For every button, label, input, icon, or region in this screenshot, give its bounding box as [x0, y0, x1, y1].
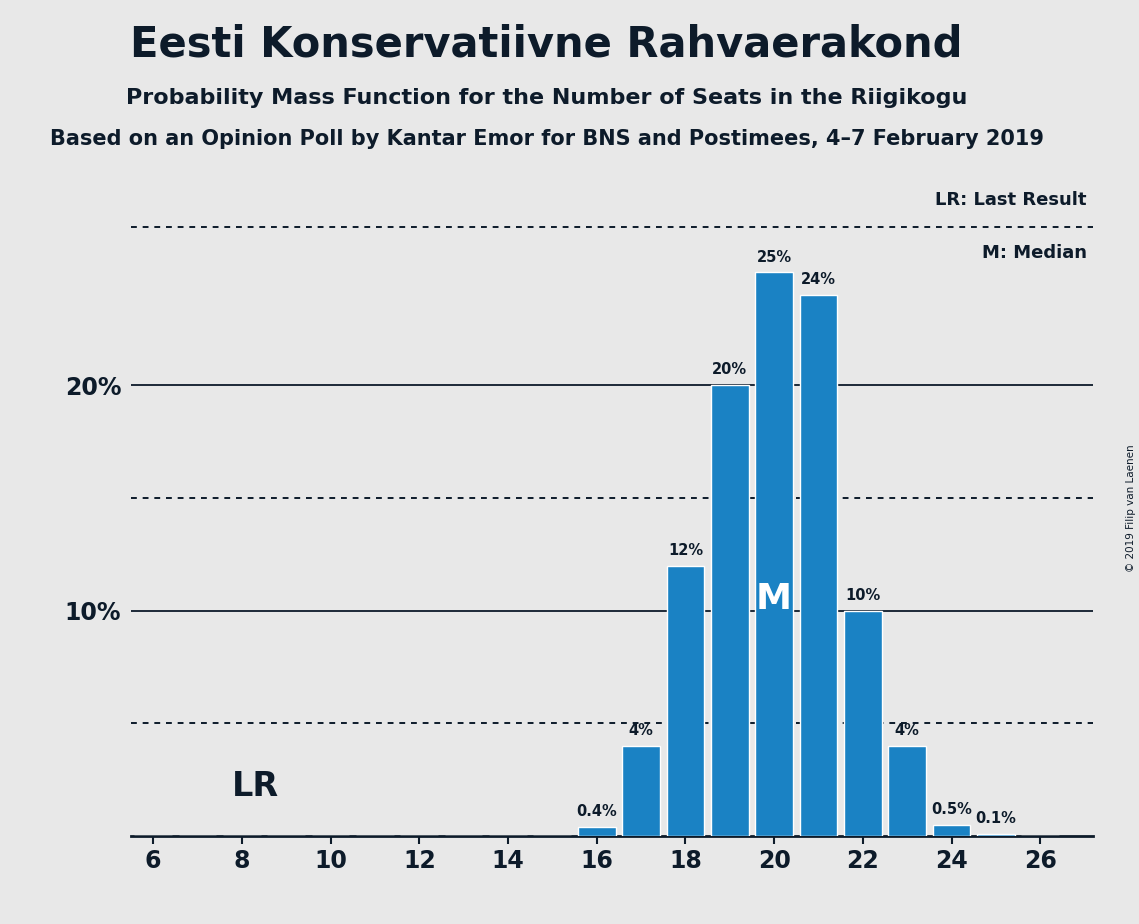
Text: Probability Mass Function for the Number of Seats in the Riigikogu: Probability Mass Function for the Number…	[126, 88, 967, 108]
Text: LR: Last Result: LR: Last Result	[935, 191, 1087, 209]
Text: 10%: 10%	[845, 588, 880, 602]
Text: 4%: 4%	[629, 723, 654, 738]
Text: Based on an Opinion Poll by Kantar Emor for BNS and Postimees, 4–7 February 2019: Based on an Opinion Poll by Kantar Emor …	[50, 129, 1043, 150]
Text: 25%: 25%	[756, 249, 792, 264]
Bar	[800, 295, 837, 836]
Bar	[977, 834, 1015, 836]
Bar	[888, 746, 926, 836]
Bar	[622, 746, 659, 836]
Text: M: M	[756, 582, 792, 616]
Bar	[577, 827, 615, 836]
Bar	[755, 273, 793, 836]
Text: M: Median: M: Median	[982, 244, 1087, 262]
Text: Eesti Konservatiivne Rahvaerakond: Eesti Konservatiivne Rahvaerakond	[131, 23, 962, 65]
Bar	[844, 611, 882, 836]
Bar	[933, 825, 970, 836]
Text: LR: LR	[231, 770, 279, 803]
Text: 24%: 24%	[801, 272, 836, 287]
Text: 4%: 4%	[895, 723, 919, 738]
Text: 12%: 12%	[667, 542, 703, 558]
Text: 0.4%: 0.4%	[576, 804, 617, 820]
Text: 20%: 20%	[712, 362, 747, 377]
Text: © 2019 Filip van Laenen: © 2019 Filip van Laenen	[1126, 444, 1136, 572]
Text: 0.1%: 0.1%	[975, 811, 1016, 826]
Text: 0.5%: 0.5%	[931, 802, 972, 817]
Bar	[711, 385, 748, 836]
Bar	[666, 565, 704, 836]
